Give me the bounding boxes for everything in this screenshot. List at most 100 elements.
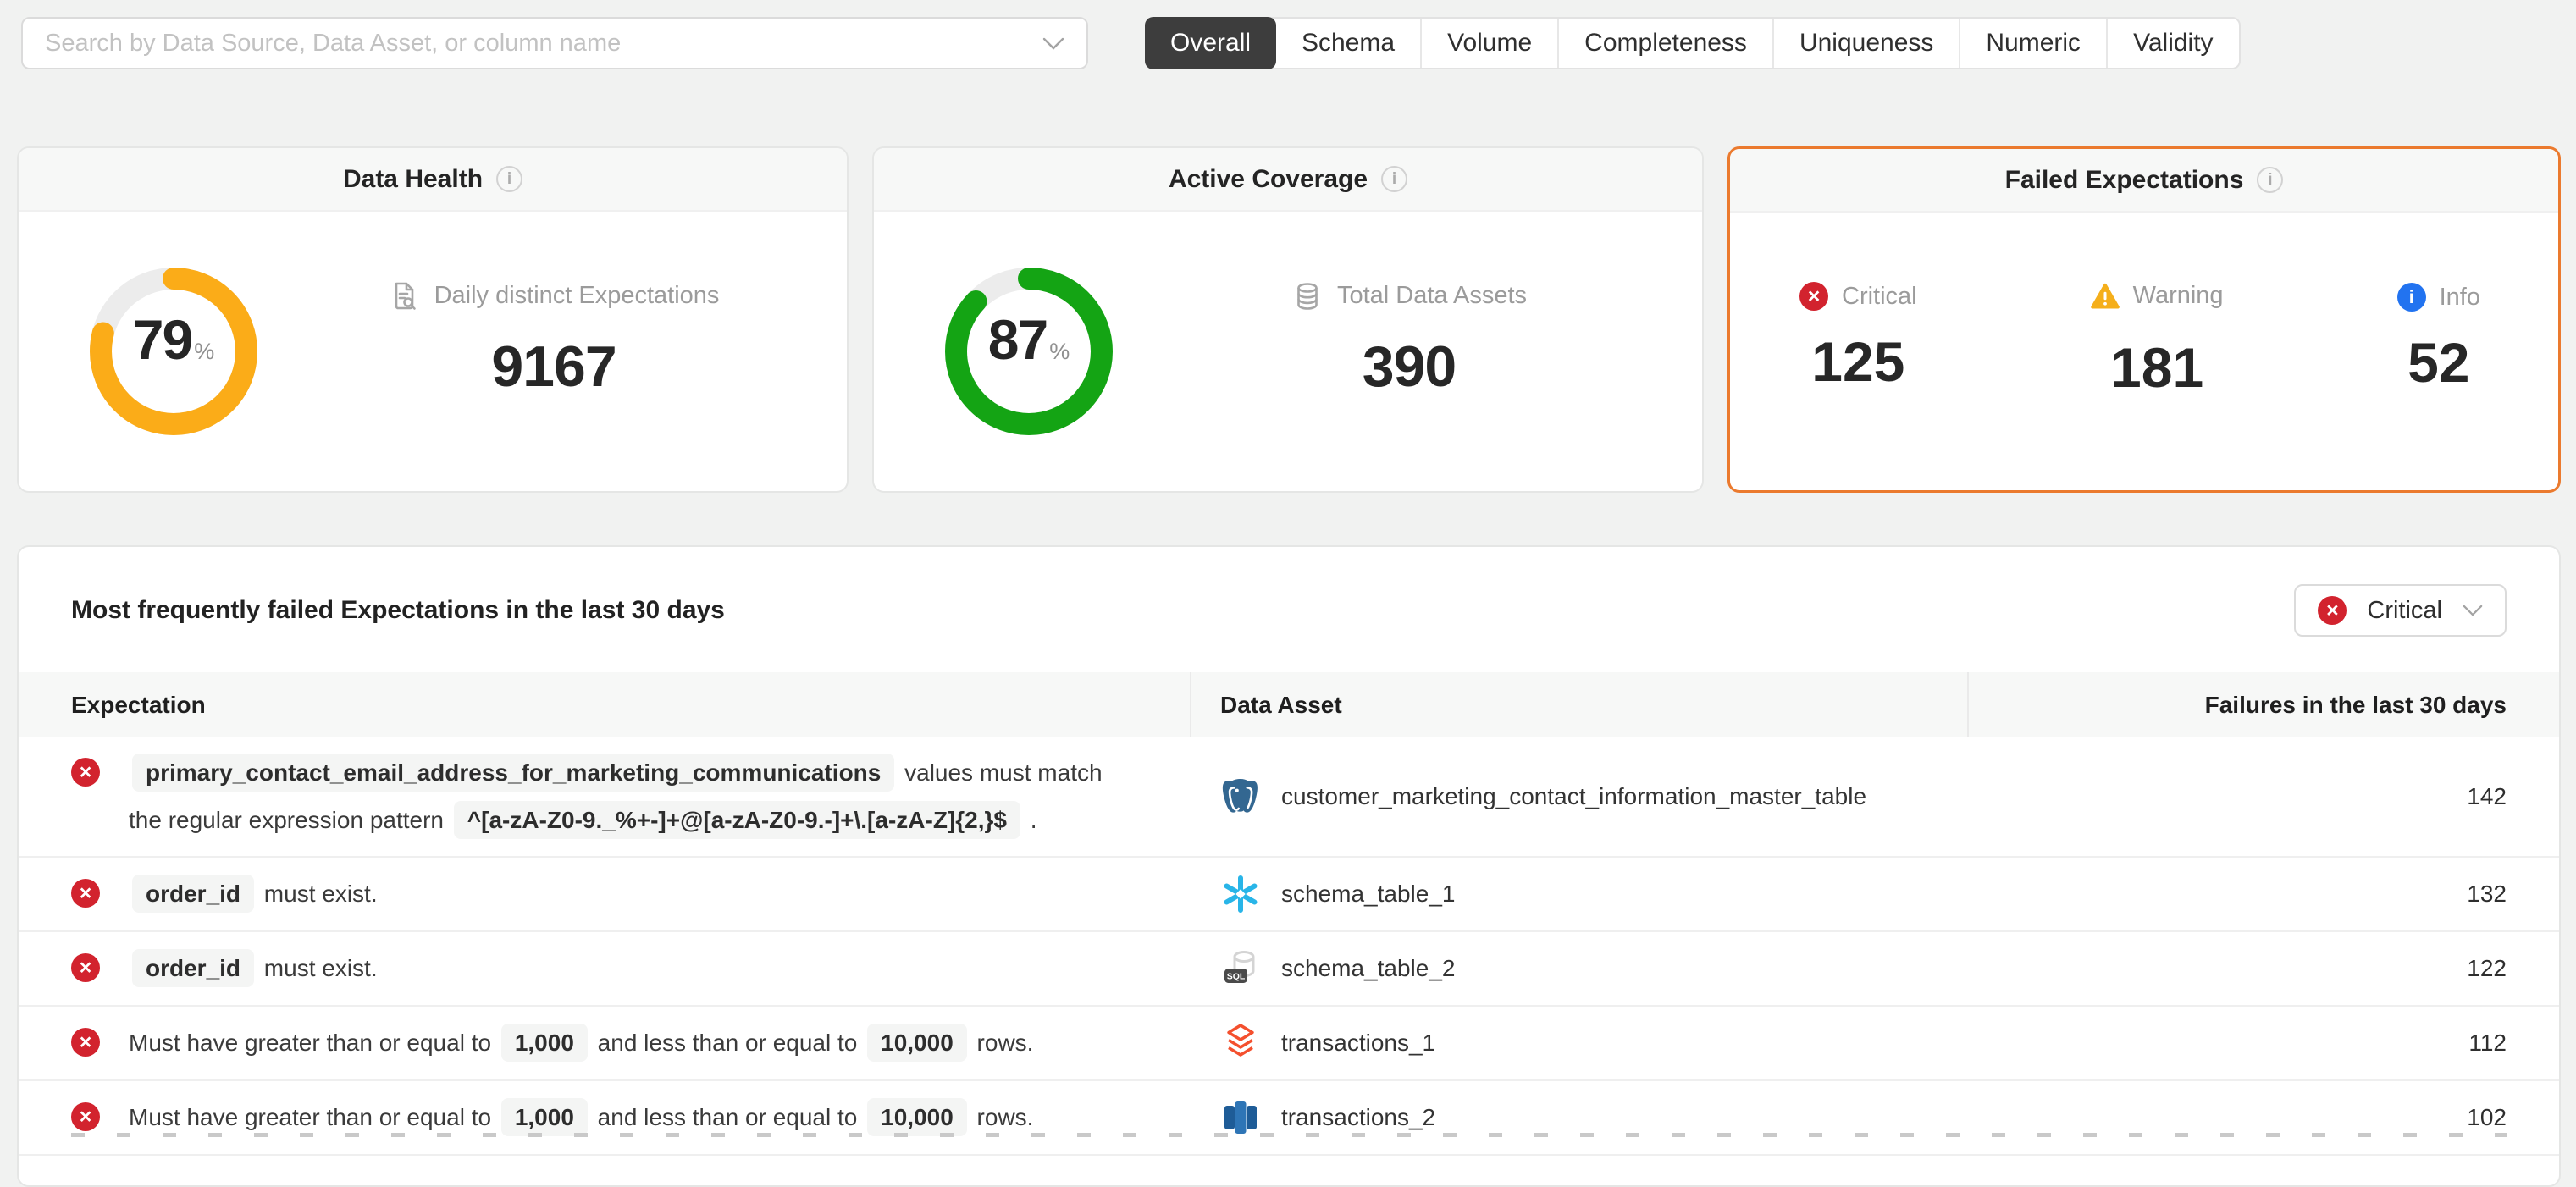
metric-label: Daily distinct Expectations: [434, 282, 720, 309]
table-row[interactable]: × order_id must exist. SQL schema_table_2 1…: [19, 932, 2559, 1007]
table-row[interactable]: × Must have greater than or equal to 1,0…: [19, 1007, 2559, 1081]
data-asset-name: schema_table_1: [1281, 881, 1456, 907]
database-icon: [1297, 282, 1318, 310]
code-chip: 1,000: [500, 1024, 588, 1062]
severity-filter-dropdown[interactable]: × Critical: [2294, 584, 2507, 637]
data-asset-name: customer_marketing_contact_information_m…: [1281, 783, 1867, 809]
info-icon[interactable]: i: [496, 166, 523, 192]
severity-label: Info: [2439, 283, 2480, 311]
data-health-donut: 79 %: [86, 264, 261, 439]
active-coverage-card: Active Coverage i 87 %: [872, 146, 1704, 493]
data-asset-cell[interactable]: transactions_1: [1190, 1021, 1967, 1065]
search-box[interactable]: [21, 17, 1088, 69]
severity-count: 125: [1811, 330, 1905, 393]
table-row[interactable]: × Must have greater than or equal to 1,0…: [19, 1081, 2559, 1156]
expectation-cell: × order_id must exist.: [71, 945, 1190, 992]
failed-stat-info: i Info 52: [2396, 282, 2480, 400]
critical-icon: ×: [2318, 596, 2347, 625]
svg-text:SQL: SQL: [1227, 972, 1246, 982]
chevron-down-icon[interactable]: [1042, 37, 1064, 50]
card-body: 79 % Daily distinct Expectations 9167: [19, 212, 847, 491]
data-asset-name: schema_table_2: [1281, 955, 1456, 981]
severity-count: 181: [2110, 335, 2204, 399]
tab-overall[interactable]: Overall: [1145, 17, 1277, 69]
code-chip: 10,000: [867, 1024, 967, 1062]
card-body: 87 % Total Data Assets 390: [874, 212, 1702, 491]
active-coverage-donut: 87 %: [942, 264, 1116, 439]
card-header: Active Coverage i: [874, 148, 1702, 212]
column-header-data-asset[interactable]: Data Asset: [1190, 672, 1967, 737]
critical-icon: ×: [71, 879, 100, 908]
document-search-icon: [395, 282, 416, 310]
data-quality-dashboard: { "search": { "placeholder": "Search by …: [17, 17, 2561, 1187]
view-tabs: Overall Schema Volume Completeness Uniquenes…: [1145, 17, 2241, 69]
info-icon: i: [2396, 283, 2426, 312]
failures-count: 142: [2467, 783, 2507, 809]
expectation-text: Must have greater than or equal to 1,000…: [129, 1094, 1033, 1141]
redshift-icon: [1219, 1096, 1263, 1140]
code-chip: order_id: [132, 949, 255, 987]
severity-label: Warning: [2132, 282, 2224, 309]
donut-percent: 87 %: [987, 308, 1070, 371]
warning-icon: [2090, 282, 2120, 311]
metric-value: 9167: [491, 334, 616, 399]
panel-header: Most frequently failed Expectations in t…: [19, 547, 2559, 672]
data-asset-cell[interactable]: transactions_2: [1190, 1096, 1967, 1140]
column-header-expectation[interactable]: Expectation: [71, 691, 206, 718]
expectation-cell: × primary_contact_email_address_for_marke…: [71, 749, 1190, 844]
tab-volume[interactable]: Volume: [1420, 19, 1557, 68]
info-icon[interactable]: i: [2257, 167, 2284, 193]
table-header-row: Expectation Data Asset Failures in the l…: [19, 672, 2559, 737]
card-title: Data Health: [342, 164, 484, 193]
failed-stat-warning: Warning 181: [2090, 282, 2224, 400]
column-header-failures[interactable]: Failures in the last 30 days: [1967, 672, 2507, 737]
failures-count: 112: [2468, 1030, 2507, 1056]
data-asset-cell[interactable]: schema_table_1: [1190, 872, 1967, 916]
expectation-cell: × Must have greater than or equal to 1,0…: [71, 1019, 1190, 1067]
table-row[interactable]: × order_id must exist. schema_table_1 132: [19, 858, 2559, 932]
critical-icon: ×: [71, 1028, 100, 1057]
code-chip: primary_contact_email_address_for_market…: [132, 754, 895, 792]
expectation-text: primary_contact_email_address_for_market…: [129, 749, 1122, 844]
severity-count: 52: [2407, 331, 2470, 394]
tab-uniqueness[interactable]: Uniqueness: [1772, 19, 1959, 68]
critical-icon: ×: [71, 953, 100, 982]
sql-icon: SQL: [1219, 947, 1263, 991]
summary-cards: Data Health i 79 %: [17, 146, 2561, 493]
tab-schema[interactable]: Schema: [1302, 29, 1396, 57]
panel-title: Most frequently failed Expectations in t…: [71, 596, 725, 624]
failed-expectations-card[interactable]: Failed Expectations i × Critical 125 Warnin…: [1727, 146, 2561, 493]
card-header: Failed Expectations i: [1730, 149, 2558, 213]
failures-count: 122: [2467, 955, 2507, 981]
card-body: × Critical 125 Warning 181 i Info 52: [1730, 213, 2558, 490]
critical-icon: ×: [1799, 282, 1828, 311]
data-asset-cell[interactable]: customer_marketing_contact_information_m…: [1190, 775, 1967, 819]
code-chip: order_id: [132, 875, 255, 913]
info-icon[interactable]: i: [1381, 166, 1408, 192]
failures-count: 102: [2467, 1104, 2507, 1130]
card-title: Active Coverage: [1168, 164, 1368, 193]
search-input[interactable]: [45, 29, 1042, 58]
data-asset-cell[interactable]: SQL schema_table_2: [1190, 947, 1967, 991]
metric-value: 390: [1362, 334, 1457, 399]
expectation-text: order_id must exist.: [129, 945, 378, 992]
code-chip: ^[a-zA-Z0-9._%+-]+@[a-zA-Z0-9.-]+\.[a-zA…: [453, 801, 1020, 839]
expectation-cell: × Must have greater than or equal to 1,0…: [71, 1094, 1190, 1141]
code-chip: 10,000: [867, 1098, 967, 1136]
card-header: Data Health i: [19, 148, 847, 212]
failed-expectations-stats: × Critical 125 Warning 181 i Info 52: [1730, 282, 2558, 400]
expectation-text: Must have greater than or equal to 1,000…: [129, 1019, 1033, 1067]
chevron-down-icon: [2463, 605, 2483, 616]
severity-filter-label: Critical: [2367, 596, 2442, 624]
table-row[interactable]: × primary_contact_email_address_for_marke…: [19, 737, 2559, 858]
severity-label: Critical: [1842, 282, 1917, 310]
table-body: × primary_contact_email_address_for_marke…: [19, 737, 2559, 1156]
tab-validity[interactable]: Validity: [2106, 19, 2238, 68]
tab-completeness[interactable]: Completeness: [1557, 19, 1772, 68]
active-coverage-metric: Total Data Assets 390: [1116, 280, 1702, 400]
failed-stat-critical: × Critical 125: [1799, 282, 1917, 400]
expectation-text: order_id must exist.: [129, 870, 378, 918]
code-chip: 1,000: [500, 1098, 588, 1136]
tab-numeric[interactable]: Numeric: [1959, 19, 2106, 68]
donut-percent: 79 %: [132, 308, 215, 371]
